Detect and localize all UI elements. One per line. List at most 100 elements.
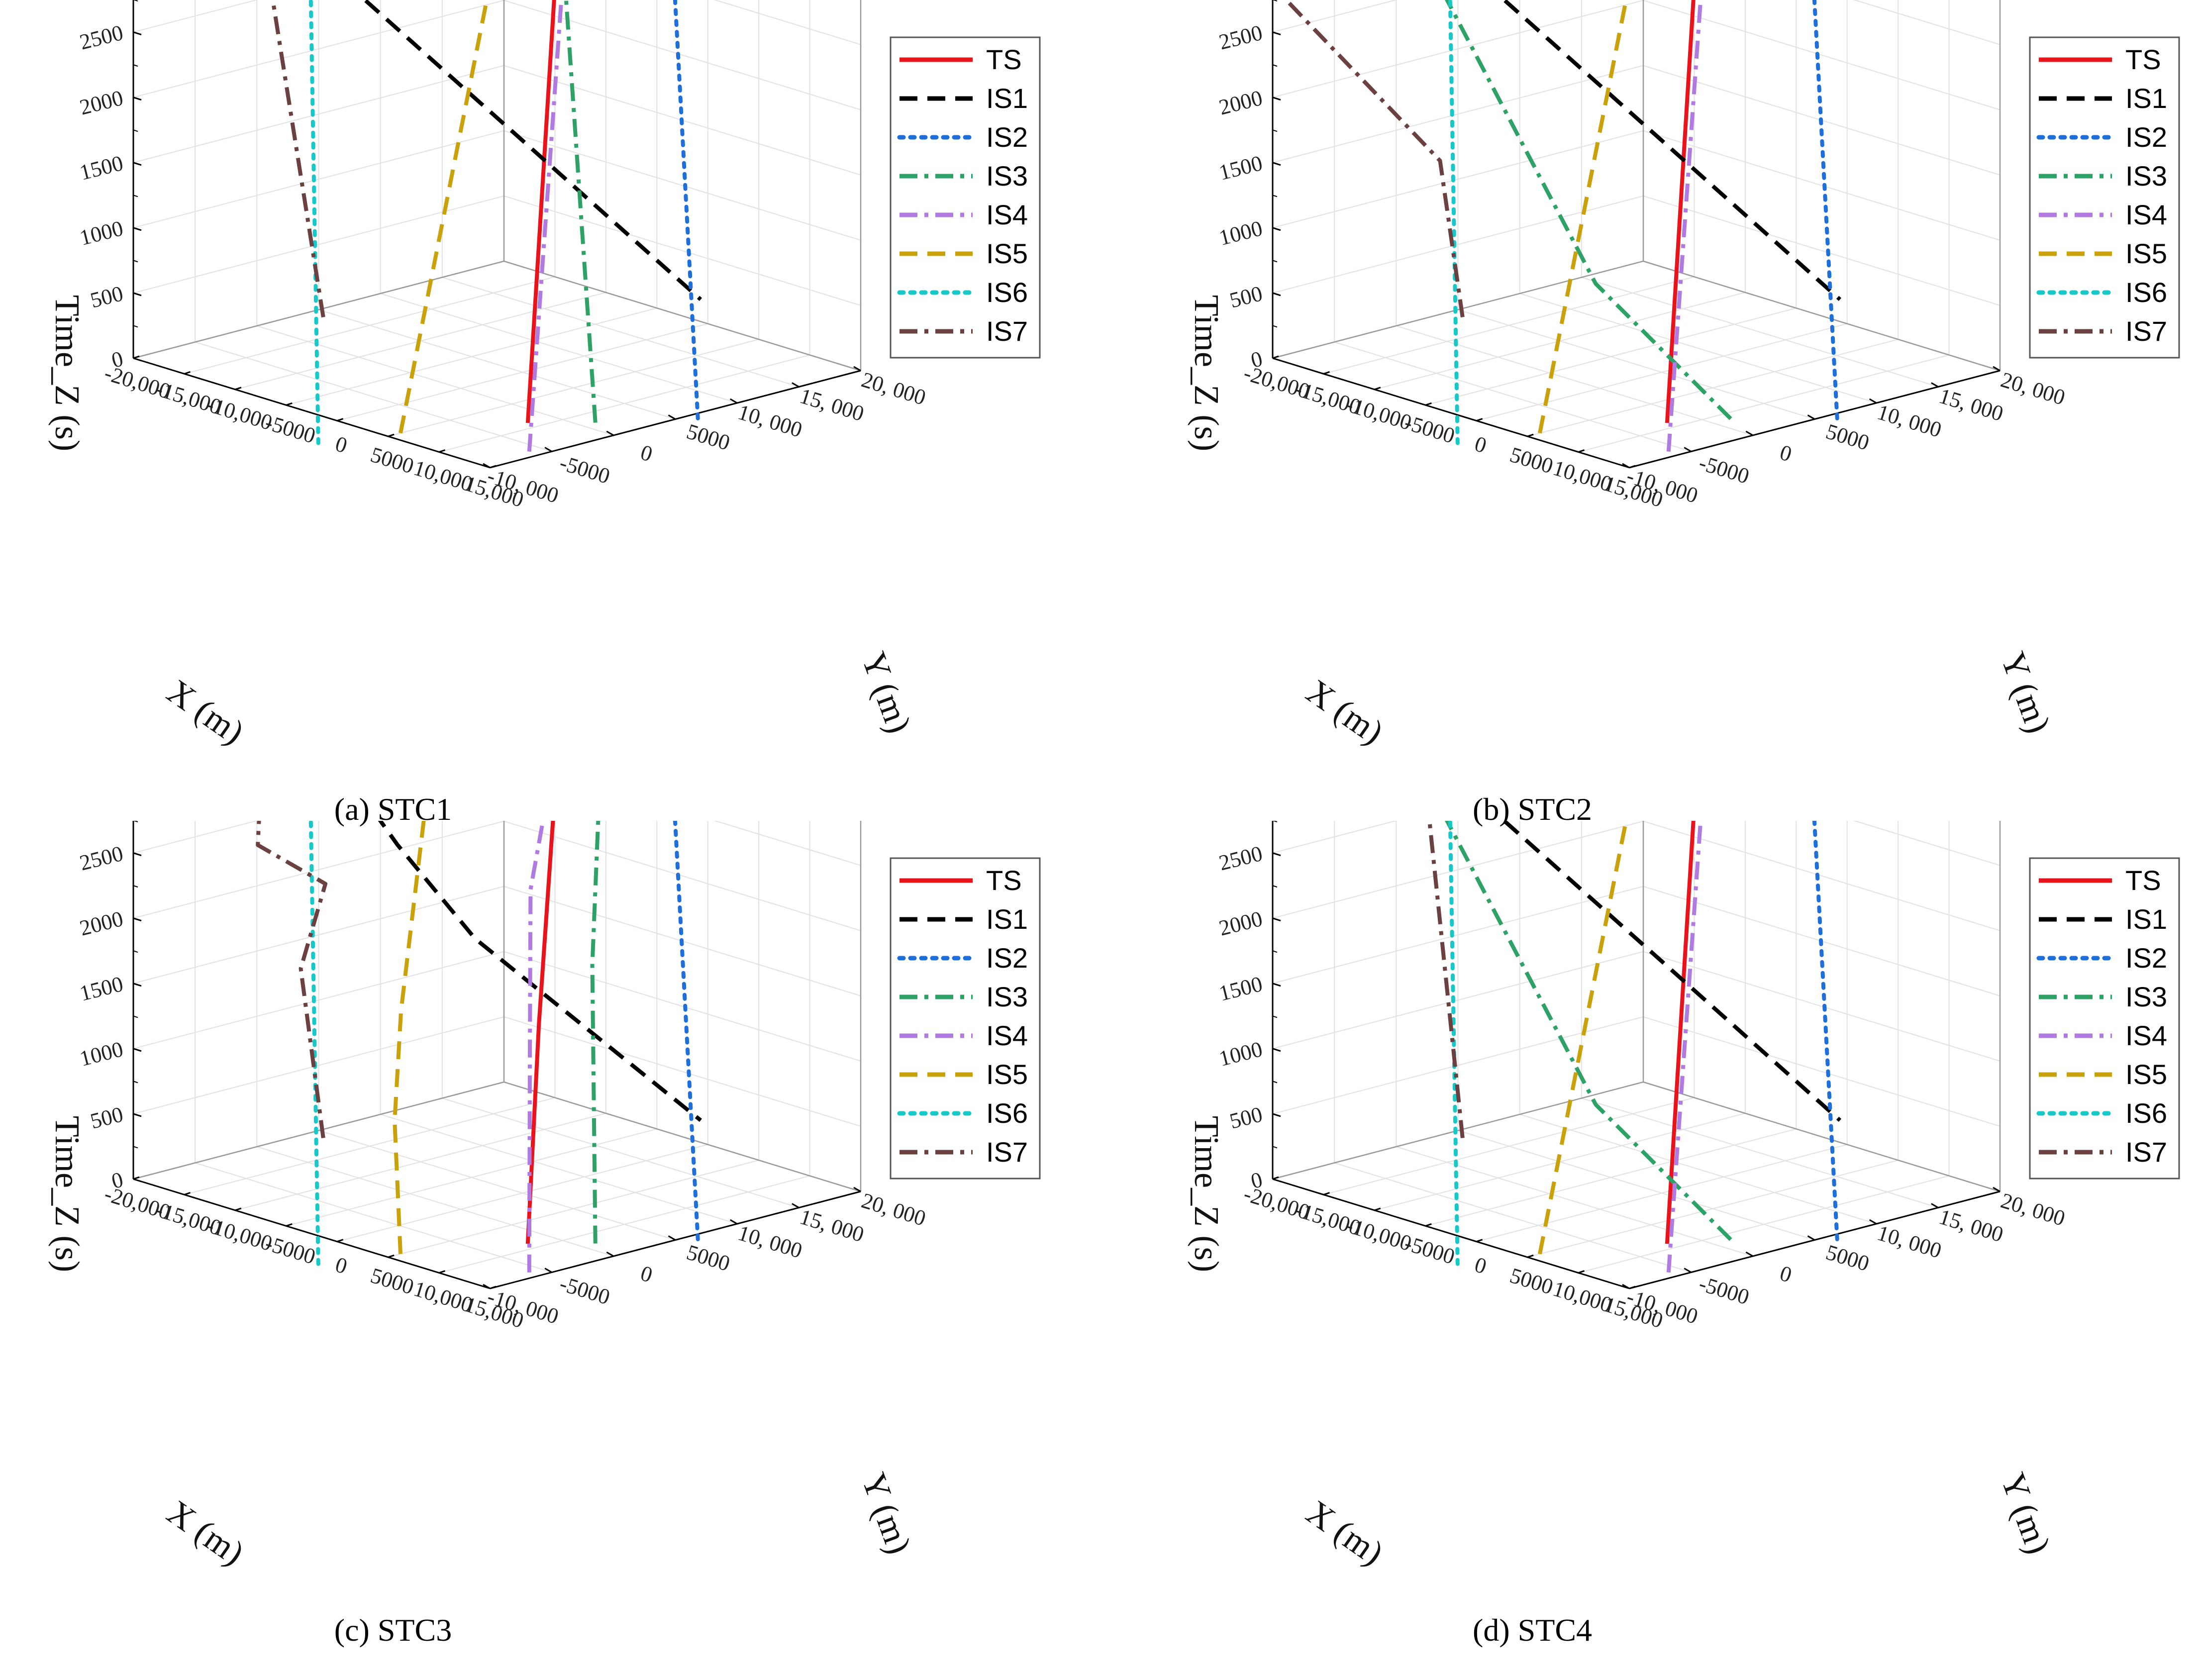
y-tick-label: 15, 000 bbox=[1936, 384, 2006, 426]
floor-gridline bbox=[1458, 309, 1815, 420]
legend-label: TS bbox=[2125, 44, 2161, 75]
floor-gridline bbox=[195, 341, 552, 452]
legend-label: IS2 bbox=[986, 121, 1028, 153]
z-minor-tick bbox=[133, 821, 138, 823]
chart-svg: 0500100015002000250030003500-20,000-15,0… bbox=[48, 0, 1041, 752]
z-tick-label: 1500 bbox=[77, 151, 125, 185]
y-tick-label: 0 bbox=[1777, 1261, 1795, 1287]
legend-label: IS5 bbox=[986, 238, 1028, 269]
wall-gridline bbox=[713, 821, 861, 866]
x-tick bbox=[1527, 433, 1534, 437]
y-tick-label: 10, 000 bbox=[1875, 1220, 1945, 1263]
wall-gridline bbox=[133, 0, 258, 33]
y-tick-label: 20, 000 bbox=[1998, 1188, 2068, 1230]
chart-svg: 0500100015002000250030003500-20,000-15,0… bbox=[1187, 821, 2180, 1573]
x-tick bbox=[184, 1192, 191, 1195]
y-tick-label: -5000 bbox=[557, 1271, 612, 1309]
wall-gridline bbox=[133, 0, 504, 98]
z-minor-tick bbox=[1272, 64, 1278, 67]
x-tick bbox=[1272, 355, 1279, 359]
wall-gridline bbox=[503, 130, 861, 241]
x-tick bbox=[1374, 1207, 1381, 1211]
wall-gridline bbox=[713, 0, 861, 45]
y-tick bbox=[606, 430, 614, 436]
series-line-is5 bbox=[399, 0, 489, 434]
y-tick bbox=[1869, 1219, 1877, 1225]
z-tick-label: 1000 bbox=[77, 1037, 125, 1071]
series-line-is6 bbox=[308, 821, 320, 1266]
z-tick bbox=[133, 97, 142, 101]
series-line-is7 bbox=[256, 821, 328, 1139]
floor-gridline bbox=[318, 309, 676, 420]
series-line-is7 bbox=[1427, 821, 1465, 1138]
wall-gridline bbox=[1272, 130, 1644, 228]
panel-caption: (d) STC4 bbox=[1473, 1612, 1592, 1648]
y-tick-label: 20, 000 bbox=[1998, 367, 2068, 409]
y-tick-label: 20, 000 bbox=[859, 1188, 929, 1230]
z-minor-tick bbox=[1272, 885, 1278, 888]
series-line-is5 bbox=[393, 821, 426, 1254]
z-tick bbox=[133, 162, 142, 166]
x-tick bbox=[490, 465, 497, 469]
x-tick bbox=[1425, 1223, 1432, 1227]
wall-gridline bbox=[133, 130, 504, 228]
legend-label: IS1 bbox=[2125, 83, 2167, 114]
y-tick bbox=[1993, 366, 2001, 372]
series-line-ts bbox=[1665, 821, 1696, 1244]
legend-label: IS6 bbox=[2125, 1097, 2167, 1129]
z-tick bbox=[133, 983, 142, 987]
y-tick-label: 10, 000 bbox=[735, 1220, 805, 1263]
z-tick-label: 1000 bbox=[77, 216, 125, 250]
wall-gridline bbox=[1643, 130, 2001, 241]
x-tick-label: 0 bbox=[1472, 431, 1489, 458]
z-tick bbox=[1272, 97, 1281, 101]
x-axis bbox=[133, 357, 491, 469]
legend-label: IS3 bbox=[986, 981, 1028, 1012]
legend-label: IS1 bbox=[986, 903, 1028, 935]
legend-label: IS3 bbox=[2125, 981, 2167, 1012]
z-tick bbox=[133, 227, 142, 231]
x-tick bbox=[1323, 1192, 1330, 1195]
x-tick-label: -5000 bbox=[262, 1231, 318, 1269]
z-minor-tick bbox=[1272, 195, 1278, 198]
z-tick bbox=[1272, 162, 1281, 166]
y-tick-label: 5000 bbox=[1823, 419, 1872, 455]
z-minor-tick bbox=[1272, 821, 1278, 823]
panel-caption: (c) STC3 bbox=[334, 1612, 452, 1648]
floor-gridline bbox=[1581, 277, 1939, 388]
x-tick-label: 5000 bbox=[1507, 1263, 1556, 1299]
series-line-is2 bbox=[1812, 0, 1839, 421]
y-tick bbox=[792, 1203, 800, 1208]
y-tick bbox=[729, 398, 738, 404]
floor-gridline bbox=[380, 293, 737, 403]
z-minor-tick bbox=[133, 950, 138, 953]
y-tick bbox=[792, 382, 800, 388]
y-tick bbox=[1931, 1203, 1939, 1208]
z-minor-tick bbox=[1272, 260, 1278, 263]
panel-caption: (a) STC1 bbox=[334, 791, 452, 827]
x-tick-label: 5000 bbox=[368, 442, 416, 479]
y-tick bbox=[853, 366, 861, 372]
series-line-is2 bbox=[673, 821, 700, 1242]
z-minor-tick bbox=[133, 1081, 138, 1084]
box-edge bbox=[1643, 1081, 2001, 1192]
x-tick bbox=[133, 1176, 140, 1180]
y-tick bbox=[606, 1251, 614, 1257]
z-tick bbox=[1272, 852, 1281, 857]
box-edge bbox=[503, 260, 861, 372]
floor-gridline bbox=[257, 1146, 614, 1257]
z-tick-label: 1000 bbox=[1216, 216, 1265, 250]
y-tick bbox=[853, 1186, 861, 1192]
legend-label: TS bbox=[986, 44, 1022, 75]
series-line-is1 bbox=[378, 821, 702, 1122]
y-axis-title: Y (m) bbox=[854, 647, 918, 738]
y-tick-label: -5000 bbox=[1696, 450, 1752, 489]
y-tick-label: 5000 bbox=[1823, 1240, 1872, 1276]
x-tick bbox=[439, 449, 446, 453]
x-tick bbox=[439, 1270, 446, 1274]
y-tick bbox=[1807, 1235, 1815, 1241]
wall-gridline bbox=[503, 821, 861, 931]
z-tick-label: 500 bbox=[88, 281, 126, 313]
legend-label: IS7 bbox=[2125, 315, 2167, 347]
legend-label: IS5 bbox=[986, 1059, 1028, 1090]
